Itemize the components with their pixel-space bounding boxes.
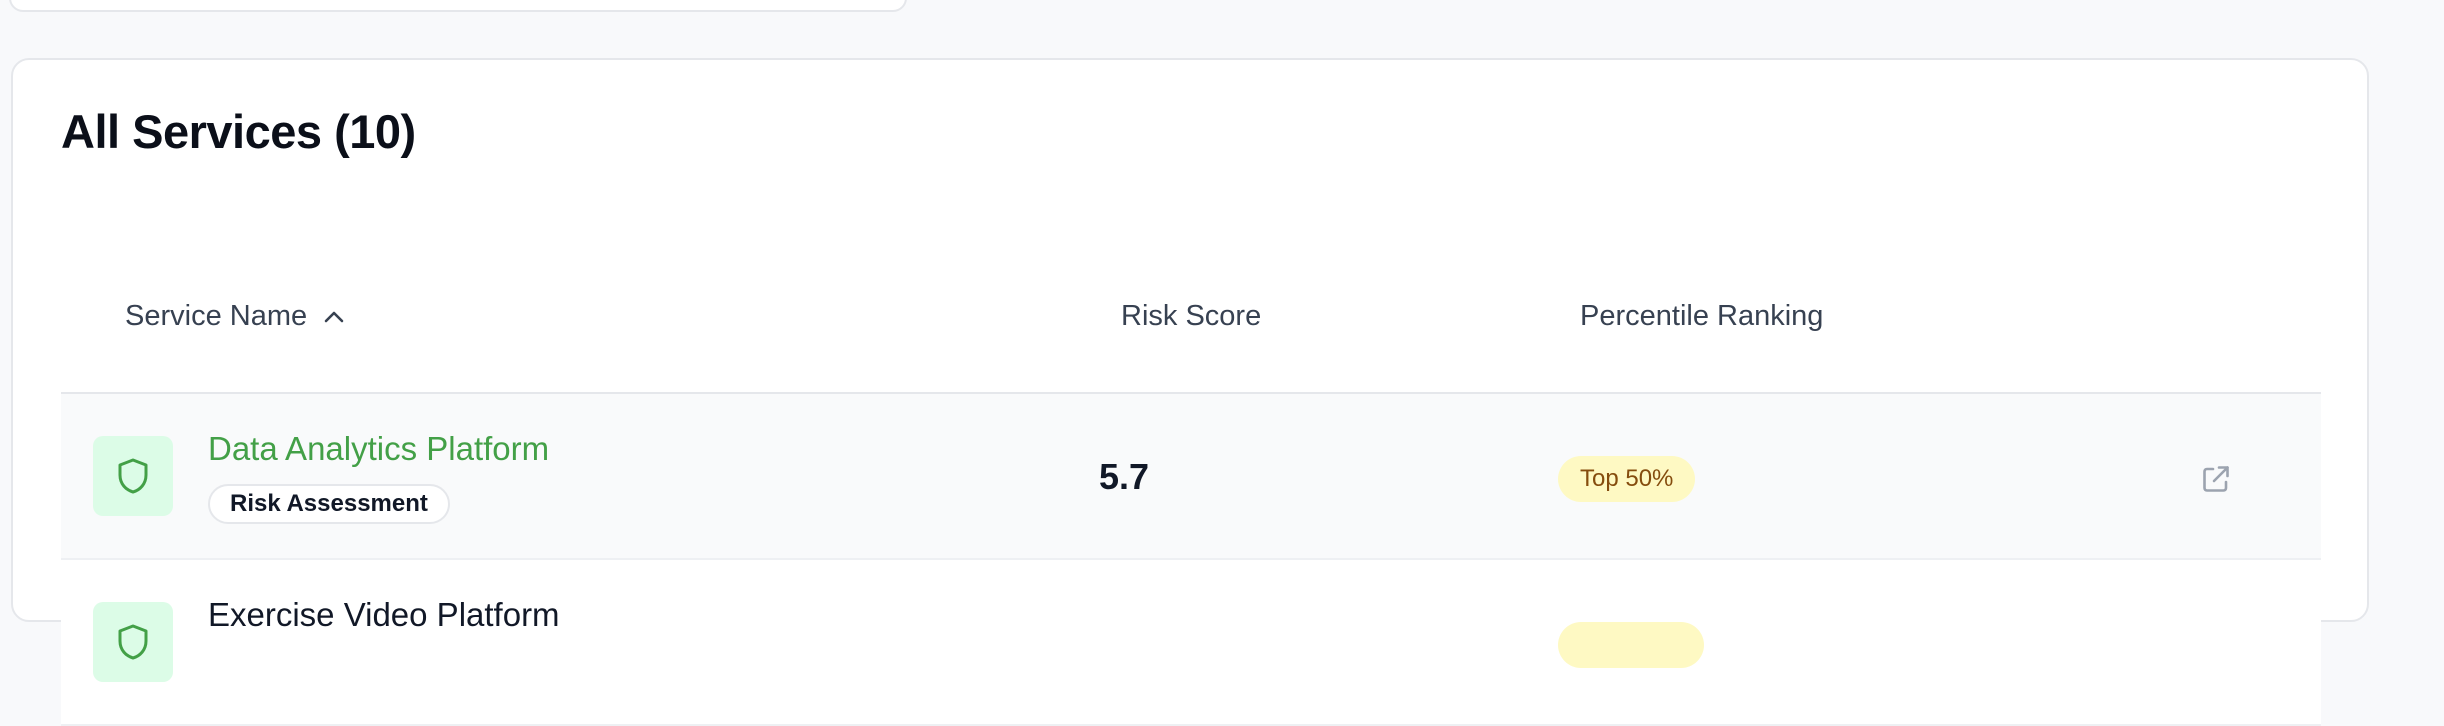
service-name-link[interactable]: Data Analytics Platform: [208, 430, 550, 467]
shield-icon: [118, 458, 148, 494]
external-link-icon[interactable]: [2199, 462, 2233, 496]
column-label-risk-score: Risk Score: [1121, 300, 1262, 332]
all-services-card: All Services (10) Service Name Risk Scor…: [11, 58, 2369, 726]
percentile-badge: Top 50%: [1558, 456, 1696, 502]
column-header-percentile-ranking[interactable]: Percentile Ranking: [1580, 300, 1823, 333]
service-tag: Risk Assessment: [208, 484, 450, 524]
table-row[interactable]: Data Analytics Platform Risk Assessment …: [61, 394, 2321, 560]
shield-icon: [118, 624, 148, 660]
services-table: Service Name Risk Score Percentile Ranki…: [61, 230, 2321, 726]
column-label-service-name: Service Name: [125, 300, 308, 332]
filter-panel: [9, 0, 907, 12]
column-label-percentile-ranking: Percentile Ranking: [1580, 300, 1824, 332]
card-title: All Services (10): [61, 105, 416, 158]
table-header: Service Name Risk Score Percentile Ranki…: [61, 230, 2321, 394]
chevron-up-icon: [324, 311, 344, 322]
service-icon-box: [93, 436, 173, 516]
risk-score-value: 5.7: [1099, 456, 1150, 497]
column-header-service-name[interactable]: Service Name: [125, 300, 345, 333]
service-name-link[interactable]: Exercise Video Platform: [208, 596, 560, 633]
table-row[interactable]: Exercise Video Platform: [61, 560, 2321, 726]
percentile-badge: [1558, 622, 1704, 668]
service-icon-box: [93, 602, 173, 682]
column-header-risk-score[interactable]: Risk Score: [1121, 300, 1261, 333]
